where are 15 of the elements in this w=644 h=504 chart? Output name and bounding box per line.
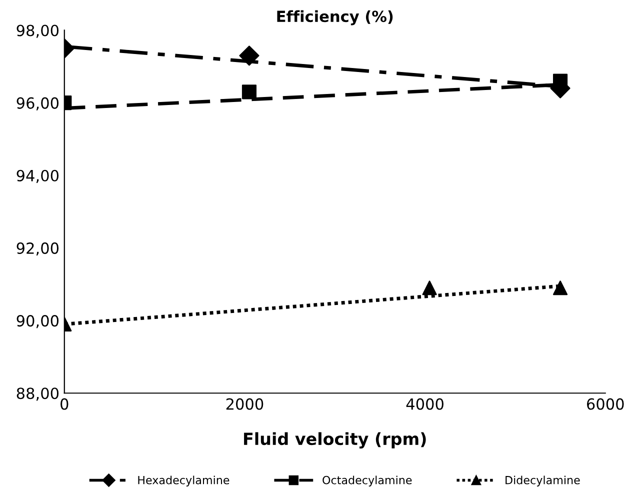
x-axis-title: Fluid velocity (rpm) [244,432,426,448]
x-tick-label: 0 [60,398,68,410]
legend-label: Octadecylamine [322,476,412,486]
y-tick-label: 88,00 [16,388,59,401]
chart-title: Efficiency (%) [277,10,393,26]
legend-label: Hexadecylamine [138,476,230,486]
y-tick-label: 92,00 [16,242,59,256]
y-tick-label: 96,00 [16,97,59,110]
x-tick-label: 6000 [586,398,624,410]
x-tick-label: 2000 [226,398,264,410]
legend-label: Didecylamine [506,476,580,486]
x-tick-label: 4000 [406,398,444,410]
y-tick-label: 94,00 [16,170,59,183]
y-tick-label: 98,00 [16,24,59,38]
y-tick-label: 90,00 [16,315,59,328]
